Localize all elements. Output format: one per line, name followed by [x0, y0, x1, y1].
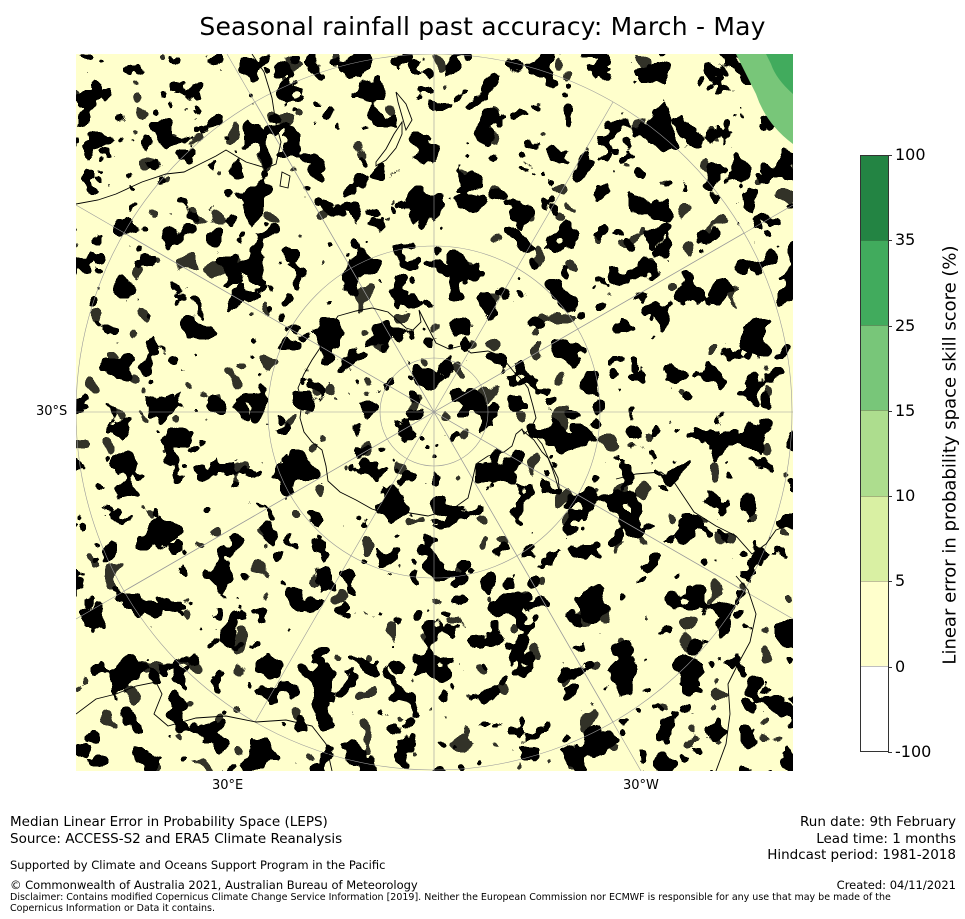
colorbar-tick-label: 10: [887, 486, 916, 506]
coastlines: [76, 54, 793, 771]
footer-support: Supported by Climate and Oceans Support …: [10, 858, 386, 872]
lead-time: Lead time: 1 months: [816, 831, 956, 847]
colorbar-tick-label: 15: [887, 400, 916, 420]
colorbar-label: Linear error in probability space skill …: [939, 245, 961, 665]
colorbar-bin-0: [861, 156, 888, 241]
higher-skill-patch-ne: [766, 54, 793, 94]
footer-disclaimer: Disclaimer: Contains modified Copernicus…: [10, 892, 891, 914]
south-america-south: [715, 575, 757, 771]
antarctic-peninsula: [521, 429, 561, 495]
colorbar-bin-4: [861, 495, 888, 581]
colorbar-bin-1: [861, 240, 888, 326]
australia-coast: [76, 54, 282, 205]
colorbar-tick-label: 35: [887, 230, 916, 250]
colorbar-tick-label: -100: [887, 742, 932, 761]
africa-coast: [76, 681, 333, 771]
lon-label-30w: 30°W: [623, 778, 659, 793]
colorbar-bin-5: [861, 580, 888, 666]
colorbar-tick-label: 5: [887, 571, 906, 591]
lat-label-30s: 30°S: [36, 404, 68, 419]
tasmania: [279, 171, 291, 189]
colorbar: [860, 155, 889, 752]
footer-source: Source: ACCESS-S2 and ERA5 Climate Reana…: [10, 831, 343, 847]
falklands: [617, 505, 625, 518]
created-date: Created: 04/11/2021: [836, 878, 956, 892]
colorbar-bin-6: [861, 665, 888, 751]
footer-copyright: © Commonwealth of Australia 2021, Austra…: [10, 878, 418, 892]
hindcast-period: Hindcast period: 1981-2018: [767, 847, 956, 863]
polar-map[interactable]: [76, 54, 793, 771]
run-date: Run date: 9th February: [799, 814, 956, 830]
new-zealand-south: [375, 120, 403, 167]
lon-label-30e: 30°E: [212, 778, 244, 793]
antarctica-coastline: [297, 307, 537, 517]
chart-title: Seasonal rainfall past accuracy: March -…: [199, 12, 766, 41]
south-america: [615, 471, 793, 555]
colorbar-tick-label: 0: [887, 656, 906, 676]
colorbar-bin-3: [861, 410, 888, 496]
footer-method: Median Linear Error in Probability Space…: [10, 814, 328, 830]
map-canvas: [76, 54, 793, 771]
colorbar-bin-2: [861, 325, 888, 411]
graticule: [76, 54, 793, 771]
colorbar-tick-label: 100: [888, 145, 926, 164]
colorbar-tick-label: 25: [887, 315, 916, 335]
new-zealand-north: [395, 91, 413, 132]
